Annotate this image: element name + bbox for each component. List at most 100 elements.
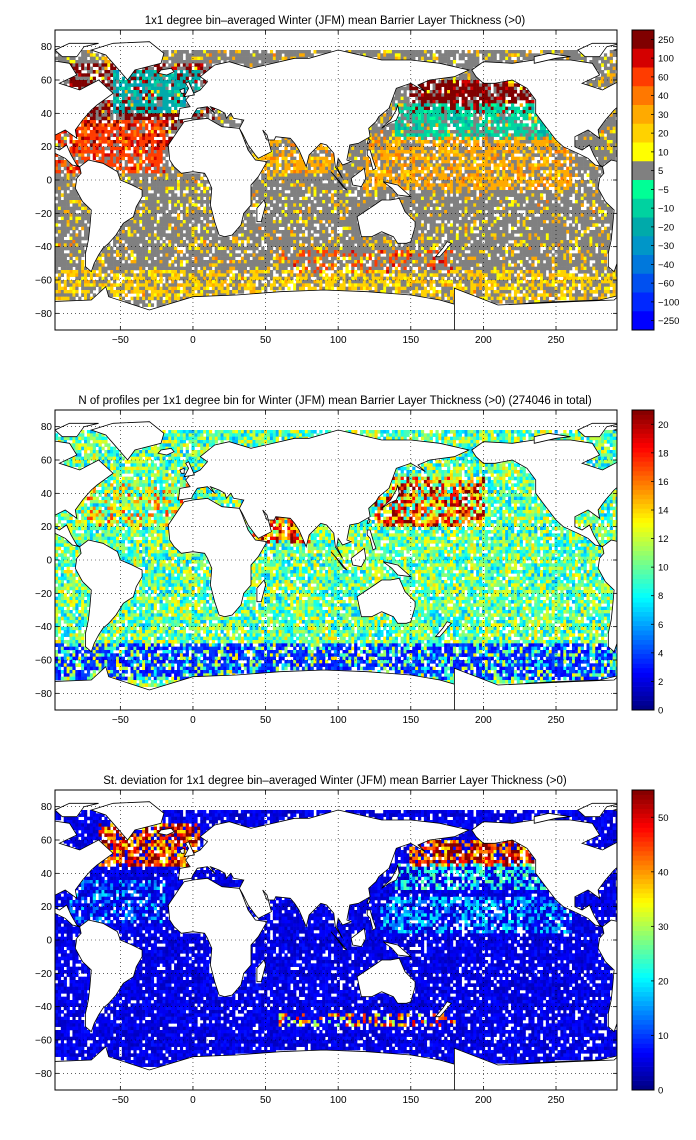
data-cell xyxy=(267,176,271,181)
data-cell xyxy=(426,130,430,134)
data-cell xyxy=(601,130,605,134)
data-cell xyxy=(409,193,413,197)
data-cell xyxy=(208,53,213,57)
data-cell xyxy=(612,63,616,67)
data-cell xyxy=(452,186,457,191)
data-cell xyxy=(86,156,91,161)
data-cell xyxy=(168,93,172,97)
data-cell xyxy=(78,83,82,87)
data-cell xyxy=(153,83,157,87)
data-cell xyxy=(130,123,134,127)
data-cell xyxy=(461,130,465,134)
data-cell xyxy=(55,190,59,194)
data-cell xyxy=(531,106,535,111)
data-cell xyxy=(66,173,70,177)
data-cell xyxy=(458,56,462,61)
data-cell xyxy=(330,210,335,214)
data-cell xyxy=(159,156,163,161)
data-cell xyxy=(429,200,433,204)
data-cell xyxy=(603,83,608,87)
data-cell xyxy=(467,76,471,81)
data-cell xyxy=(362,146,367,151)
data-cell xyxy=(278,170,282,174)
data-cell xyxy=(171,110,175,114)
data-cell xyxy=(104,66,108,71)
data-cell xyxy=(409,170,413,174)
data-cell xyxy=(104,126,108,131)
data-cell xyxy=(577,160,581,164)
data-cell xyxy=(534,113,538,117)
data-cell xyxy=(81,143,85,147)
data-cell xyxy=(598,160,602,164)
data-cell xyxy=(432,183,436,187)
data-cell xyxy=(441,106,445,111)
data-cell xyxy=(354,163,358,167)
data-cell xyxy=(203,66,207,71)
data-cell xyxy=(153,156,157,161)
data-cell xyxy=(162,63,166,67)
data-cell xyxy=(104,60,108,64)
data-cell xyxy=(528,136,532,141)
data-cell xyxy=(394,156,399,161)
data-cell xyxy=(412,123,416,127)
data-cell xyxy=(429,60,433,64)
data-cell xyxy=(461,140,465,144)
data-cell xyxy=(583,170,587,174)
data-cell xyxy=(513,143,518,147)
data-cell xyxy=(397,160,401,164)
data-cell xyxy=(510,53,515,57)
data-cell xyxy=(566,166,570,171)
data-cell xyxy=(269,146,274,151)
data-cell xyxy=(487,96,491,101)
data-cell xyxy=(81,126,85,131)
data-cell xyxy=(359,150,364,154)
data-cell xyxy=(452,60,457,64)
data-cell xyxy=(156,116,160,121)
data-cell xyxy=(420,196,425,201)
data-cell xyxy=(606,60,611,64)
data-cell xyxy=(435,106,439,111)
data-cell xyxy=(473,110,477,114)
data-cell xyxy=(531,110,535,114)
data-cell xyxy=(426,156,430,161)
data-cell xyxy=(104,100,108,104)
data-cell xyxy=(269,193,274,197)
data-cell xyxy=(531,180,535,184)
data-cell xyxy=(60,183,65,187)
data-cell xyxy=(264,163,268,167)
data-cell xyxy=(322,196,326,201)
data-cell xyxy=(435,86,439,91)
data-cell xyxy=(606,130,611,134)
data-cell xyxy=(121,93,126,97)
data-cell xyxy=(458,113,462,117)
data-cell xyxy=(426,166,430,171)
data-cell xyxy=(409,210,413,214)
data-cell xyxy=(496,103,500,107)
data-cell xyxy=(139,183,143,187)
data-cell xyxy=(142,166,146,171)
data-cell xyxy=(264,53,268,57)
data-cell xyxy=(426,56,430,61)
data-cell xyxy=(508,126,512,131)
data-cell xyxy=(165,50,169,54)
data-cell xyxy=(598,206,602,211)
data-cell xyxy=(316,183,320,187)
data-cell xyxy=(493,90,497,94)
data-cell xyxy=(179,53,184,57)
data-cell xyxy=(592,183,596,187)
data-cell xyxy=(386,110,390,114)
data-cell xyxy=(150,70,155,74)
data-cell xyxy=(174,183,178,187)
data-cell xyxy=(113,140,117,144)
data-cell xyxy=(540,176,544,181)
data-cell xyxy=(403,200,407,204)
data-cell xyxy=(153,193,157,197)
data-cell xyxy=(194,183,198,187)
data-cell xyxy=(595,136,599,141)
data-cell xyxy=(69,170,73,174)
data-cell xyxy=(92,70,96,74)
data-cell xyxy=(496,133,500,137)
data-cell xyxy=(441,136,445,141)
data-cell xyxy=(139,100,143,104)
data-cell xyxy=(348,186,352,191)
